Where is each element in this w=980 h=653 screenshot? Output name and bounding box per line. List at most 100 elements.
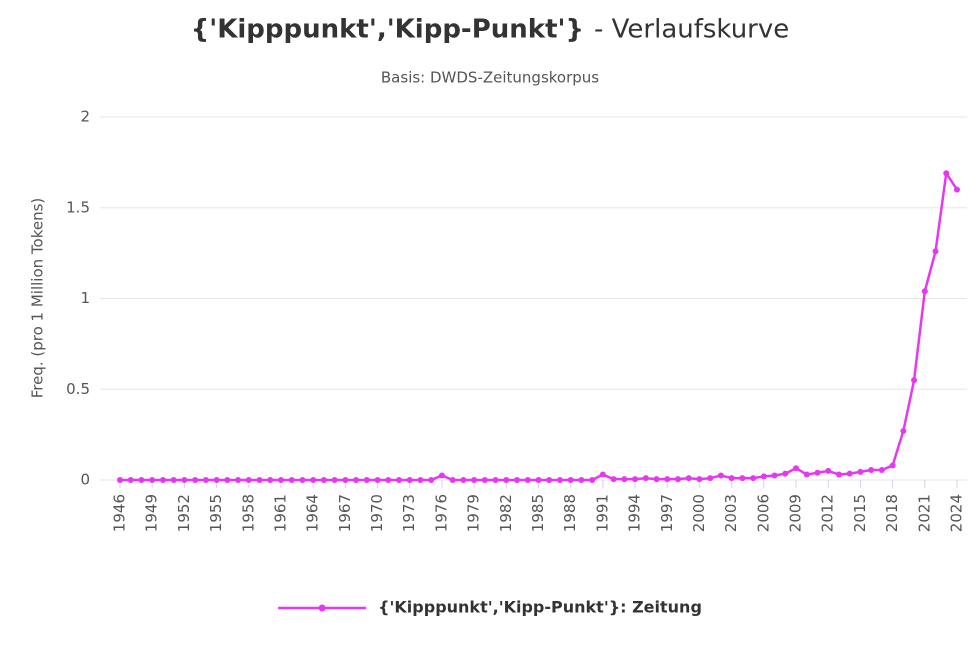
legend-marker xyxy=(318,604,326,612)
x-tick-label: 1997 xyxy=(658,494,676,532)
x-tick-label: 1967 xyxy=(336,494,354,532)
data-point xyxy=(621,476,628,483)
data-point xyxy=(707,475,714,482)
x-tick-label: 2018 xyxy=(883,494,901,532)
data-point xyxy=(224,477,231,483)
x-tick-label: 1964 xyxy=(304,494,322,532)
x-tick-label: 1994 xyxy=(626,494,644,532)
data-point xyxy=(428,477,435,483)
x-tick-label: 1985 xyxy=(529,494,547,532)
data-point xyxy=(449,477,456,483)
data-point xyxy=(256,477,263,483)
data-point xyxy=(460,477,467,483)
x-tick-label: 2012 xyxy=(819,494,837,532)
x-tick-label: 1979 xyxy=(465,494,483,532)
x-tick-label: 1988 xyxy=(561,494,579,532)
data-point xyxy=(213,477,220,483)
data-point xyxy=(406,477,413,483)
data-point xyxy=(481,477,488,483)
x-tick-label: 2003 xyxy=(722,494,740,532)
data-point xyxy=(685,475,692,482)
data-point xyxy=(803,471,810,478)
data-point xyxy=(664,476,671,483)
data-point xyxy=(299,477,306,483)
x-tick-label: 1958 xyxy=(239,494,257,532)
data-point xyxy=(471,477,478,483)
data-point xyxy=(288,477,295,483)
data-point xyxy=(857,468,864,475)
data-point xyxy=(954,186,960,193)
data-point xyxy=(632,476,639,483)
data-point xyxy=(202,477,209,483)
x-tick-label: 1952 xyxy=(175,494,193,532)
data-point xyxy=(696,476,703,483)
data-point xyxy=(170,477,177,483)
y-tick-label: 0.5 xyxy=(66,380,90,398)
x-tick-label: 1961 xyxy=(271,494,289,532)
data-point xyxy=(396,477,402,483)
data-point xyxy=(159,477,166,483)
x-tick-label: 1970 xyxy=(368,494,386,532)
legend-label: {'Kipppunkt','Kipp-Punkt'}: Zeitung xyxy=(378,598,702,617)
data-point xyxy=(353,477,360,483)
data-point xyxy=(868,467,875,474)
data-point xyxy=(342,477,349,483)
data-point xyxy=(245,477,252,483)
data-point xyxy=(535,477,542,483)
data-point xyxy=(556,477,563,483)
data-point xyxy=(438,472,445,479)
x-tick-label: 1976 xyxy=(432,494,450,532)
x-tick-label: 1946 xyxy=(111,494,129,532)
data-point xyxy=(782,470,789,477)
data-point xyxy=(728,475,735,482)
x-tick-label: 2006 xyxy=(754,494,772,532)
data-point xyxy=(750,475,757,482)
data-point xyxy=(771,472,778,479)
data-point xyxy=(675,476,681,483)
x-tick-label: 1949 xyxy=(143,494,161,532)
data-point xyxy=(320,477,327,483)
data-point xyxy=(932,248,939,255)
data-point xyxy=(642,475,649,482)
data-point xyxy=(793,465,800,472)
data-point xyxy=(138,477,145,483)
data-point xyxy=(578,477,585,483)
data-point xyxy=(385,477,392,483)
chart-title-suffix: - Verlaufskurve xyxy=(594,15,789,45)
y-tick-label: 1.5 xyxy=(66,198,90,216)
data-point xyxy=(760,473,767,480)
x-tick-label: 1982 xyxy=(497,494,515,532)
data-point xyxy=(653,476,660,483)
series-line xyxy=(120,172,959,482)
x-tick-label: 2015 xyxy=(851,494,869,532)
x-tick-label: 1955 xyxy=(207,494,225,532)
data-point xyxy=(267,477,274,483)
y-axis-label: Freq. (pro 1 Million Tokens) xyxy=(29,198,47,399)
data-point xyxy=(181,477,188,483)
data-point xyxy=(514,477,521,483)
data-point xyxy=(149,477,156,483)
y-tick-label: 0 xyxy=(80,471,90,489)
data-point xyxy=(363,477,370,483)
chart-subtitle: Basis: DWDS-Zeitungskorpus xyxy=(381,69,599,87)
data-point xyxy=(277,477,284,483)
data-point xyxy=(417,477,424,483)
x-tick-label: 2009 xyxy=(787,494,805,532)
data-point xyxy=(835,471,842,478)
data-point xyxy=(492,477,499,483)
y-tick-label: 2 xyxy=(80,108,90,126)
x-tick-label: 2021 xyxy=(915,494,933,532)
x-tick-label: 1991 xyxy=(593,494,611,532)
data-point xyxy=(846,470,853,477)
data-point xyxy=(921,288,928,295)
data-point xyxy=(524,477,531,483)
data-point xyxy=(878,467,885,474)
data-point xyxy=(825,467,832,474)
data-point xyxy=(610,476,617,483)
data-point xyxy=(503,477,510,483)
data-point xyxy=(889,462,896,469)
data-point xyxy=(310,477,317,483)
data-point xyxy=(943,170,950,177)
data-point xyxy=(192,477,199,483)
